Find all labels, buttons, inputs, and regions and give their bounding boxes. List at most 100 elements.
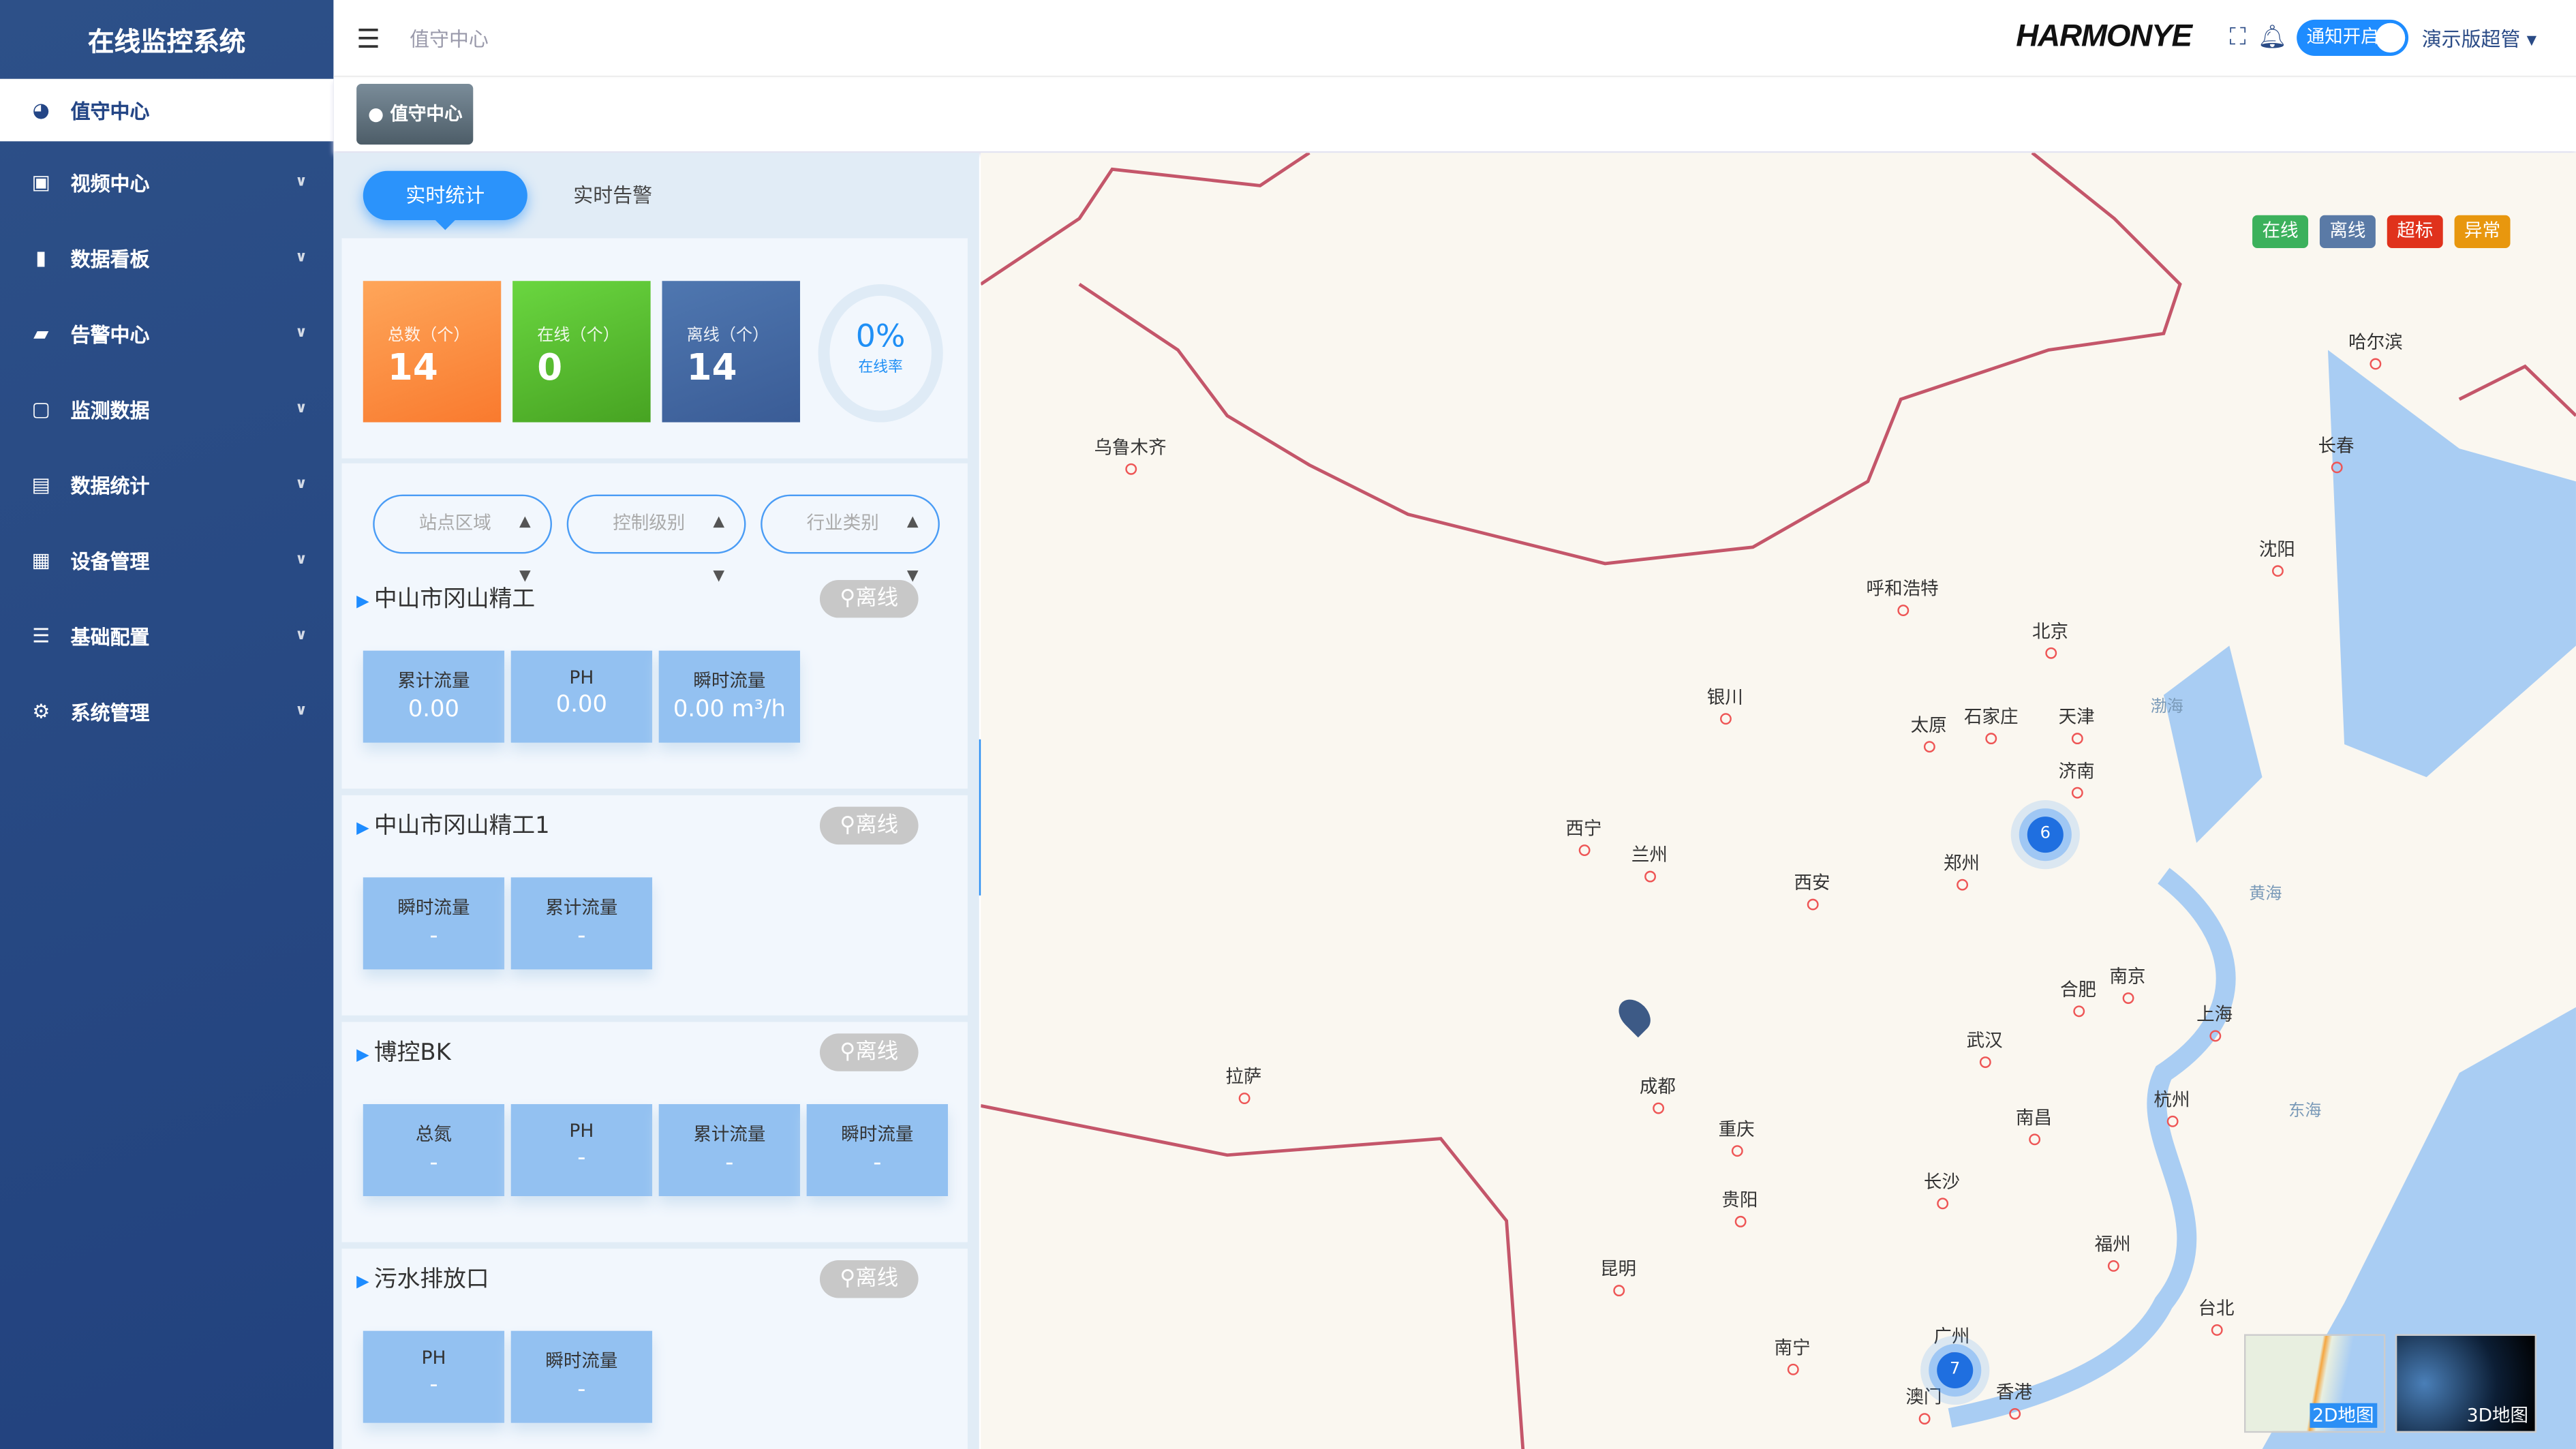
- metric-box[interactable]: 瞬时流量 -: [363, 877, 505, 970]
- city-label[interactable]: 太原: [1911, 712, 1947, 752]
- chevron-down-icon: ∨: [295, 703, 307, 720]
- site-name: 博控BK: [373, 1039, 451, 1067]
- metric-label: 累计流量: [397, 670, 470, 692]
- fullscreen-icon[interactable]: ⛶: [2229, 25, 2246, 51]
- city-label[interactable]: 香港: [1996, 1379, 2032, 1420]
- notify-toggle[interactable]: 通知开启: [2297, 19, 2409, 56]
- city-label[interactable]: 哈尔滨: [2348, 329, 2403, 369]
- legend-2[interactable]: 超标: [2387, 215, 2443, 249]
- metric-label: PH: [569, 667, 594, 689]
- sidebar-item-2[interactable]: ▮ 数据看板 ∨: [0, 220, 333, 296]
- location-pin-icon: ⚲: [840, 813, 856, 838]
- sidebar-item-7[interactable]: ☰ 基础配置 ∨: [0, 598, 333, 673]
- city-label[interactable]: 长沙: [1924, 1168, 1960, 1209]
- city-label[interactable]: 呼和浩特: [1867, 575, 1939, 616]
- city-label[interactable]: 石家庄: [1964, 703, 2019, 744]
- message-icon: ▰: [33, 322, 49, 346]
- sidebar-item-8[interactable]: ⚙ 系统管理 ∨: [0, 673, 333, 749]
- site-title[interactable]: ▶ 中山市冈山精工: [356, 581, 535, 614]
- metric-box[interactable]: PH -: [363, 1330, 505, 1423]
- map[interactable]: 乌鲁木齐 哈尔滨长春沈阳呼和浩特北京天津 石家庄 太原 银川济南西宁 兰州 郑州 西安合肥 南京…: [981, 153, 2576, 1449]
- metric-box[interactable]: PH 0.00: [510, 650, 653, 743]
- location-pin-icon: ⚲: [840, 1266, 856, 1292]
- metric-label: PH: [421, 1347, 446, 1369]
- city-label[interactable]: 成都: [1640, 1073, 1676, 1114]
- menu-toggle-icon[interactable]: ☰: [356, 22, 380, 54]
- sidebar-item-4[interactable]: ▢ 监测数据 ∨: [0, 371, 333, 447]
- metric-box[interactable]: 瞬时流量 -: [510, 1330, 653, 1423]
- city-label[interactable]: 上海: [2196, 1001, 2233, 1041]
- sidebar-item-0[interactable]: ◕ 值守中心: [0, 78, 334, 142]
- chevron-down-icon: ∨: [295, 401, 307, 418]
- city-label[interactable]: 合肥: [2060, 976, 2096, 1017]
- legend-0[interactable]: 在线: [2252, 215, 2309, 249]
- tag-active[interactable]: ● 值守中心: [356, 83, 474, 145]
- metric-box[interactable]: PH -: [510, 1103, 653, 1196]
- city-label[interactable]: 兰州: [1631, 841, 1668, 882]
- city-label[interactable]: 武汉: [1967, 1027, 2003, 1068]
- city-label[interactable]: 西安: [1794, 869, 1830, 910]
- metric-box[interactable]: 瞬时流量 0.00 m³/h: [658, 650, 801, 743]
- metric-value: 0.00 m³/h: [673, 697, 786, 723]
- user-menu[interactable]: 演示版超管 ▾: [2421, 27, 2537, 50]
- location-pin-icon: ⚲: [840, 1039, 856, 1065]
- chevron-down-icon: ∨: [295, 627, 307, 644]
- city-label[interactable]: 南昌: [2016, 1104, 2052, 1145]
- city-label[interactable]: 广州: [1933, 1323, 1969, 1364]
- status-badge[interactable]: ⚲离线: [819, 1033, 919, 1071]
- city-label[interactable]: 台北: [2198, 1295, 2235, 1336]
- bell-icon[interactable]: 🔔︎: [2257, 25, 2287, 51]
- status-badge[interactable]: ⚲离线: [819, 806, 919, 845]
- sidebar-item-3[interactable]: ▰ 告警中心 ∨: [0, 296, 333, 371]
- city-label[interactable]: 贵阳: [1721, 1187, 1758, 1227]
- city-label[interactable]: 西宁: [1565, 815, 1601, 856]
- tab-realtime-alarms[interactable]: 实时告警: [573, 183, 653, 207]
- site-title[interactable]: ▶ 污水排放口: [356, 1262, 489, 1294]
- caret-right-icon: ▶: [356, 593, 369, 611]
- tab-realtime-stats[interactable]: 实时统计: [363, 170, 527, 230]
- sidebar-item-label: 监测数据: [70, 398, 150, 422]
- marker-cluster[interactable]: 7: [1937, 1352, 1974, 1389]
- status-badge[interactable]: ⚲离线: [819, 579, 919, 618]
- city-label[interactable]: 澳门: [1905, 1384, 1942, 1424]
- sidebar-item-1[interactable]: ▣ 视频中心 ∨: [0, 144, 333, 220]
- legend-1[interactable]: 离线: [2319, 215, 2376, 249]
- sidebar-item-5[interactable]: ▤ 数据统计 ∨: [0, 447, 333, 523]
- site-title[interactable]: ▶ 中山市冈山精工1: [356, 808, 550, 841]
- status-badge[interactable]: ⚲离线: [819, 1260, 919, 1298]
- metric-box[interactable]: 累计流量 -: [510, 877, 653, 970]
- city-label[interactable]: 南宁: [1775, 1334, 1811, 1375]
- filter-select[interactable]: 行业类别 ▲ ▼: [761, 494, 940, 585]
- site-title[interactable]: ▶ 博控BK: [356, 1035, 451, 1068]
- legend-3[interactable]: 异常: [2454, 215, 2511, 249]
- city-label[interactable]: 沈阳: [2259, 536, 2295, 577]
- city-label[interactable]: 南京: [2109, 963, 2145, 1004]
- city-label[interactable]: 乌鲁木齐: [1094, 433, 1167, 474]
- metric-box[interactable]: 累计流量 0.00: [363, 650, 505, 743]
- city-label[interactable]: 福州: [2095, 1231, 2131, 1272]
- city-label[interactable]: 北京: [2032, 617, 2068, 658]
- city-label[interactable]: 重庆: [1719, 1116, 1755, 1157]
- city-label[interactable]: 天津: [2059, 703, 2095, 744]
- city-label[interactable]: 郑州: [1944, 849, 1980, 890]
- metric-box[interactable]: 瞬时流量 -: [806, 1103, 948, 1196]
- city-label[interactable]: 拉萨: [1225, 1063, 1261, 1104]
- marker-cluster[interactable]: 6: [2027, 817, 2064, 853]
- sidebar-item-6[interactable]: ▦ 设备管理 ∨: [0, 523, 333, 598]
- city-label[interactable]: 银川: [1707, 684, 1743, 724]
- city-label[interactable]: 长春: [2318, 432, 2354, 473]
- metric-label: 瞬时流量: [841, 1123, 914, 1146]
- rate-value: 0%: [855, 318, 906, 355]
- city-label[interactable]: 杭州: [2153, 1086, 2190, 1127]
- filter-select[interactable]: 站点区域 ▲ ▼: [373, 494, 552, 585]
- filter-select[interactable]: 控制级别 ▲ ▼: [566, 494, 746, 585]
- topbar: ☰ 值守中心 HARMONYE ⛶ 🔔︎ 通知开启 演示版超管 ▾: [333, 0, 2576, 78]
- metric-box[interactable]: 总氮 -: [363, 1103, 505, 1196]
- view-3d-button[interactable]: 3D地图: [2395, 1334, 2537, 1433]
- city-label[interactable]: 昆明: [1600, 1255, 1636, 1296]
- city-label[interactable]: 济南: [2059, 757, 2095, 798]
- metric-box[interactable]: 累计流量 -: [658, 1103, 801, 1196]
- stats-card: 总数（个） 14 在线（个） 0 离线（个） 14 0% 在线率: [341, 238, 968, 459]
- view-2d-button[interactable]: 2D地图: [2244, 1334, 2386, 1433]
- sea-label: 东海: [2288, 1102, 2322, 1121]
